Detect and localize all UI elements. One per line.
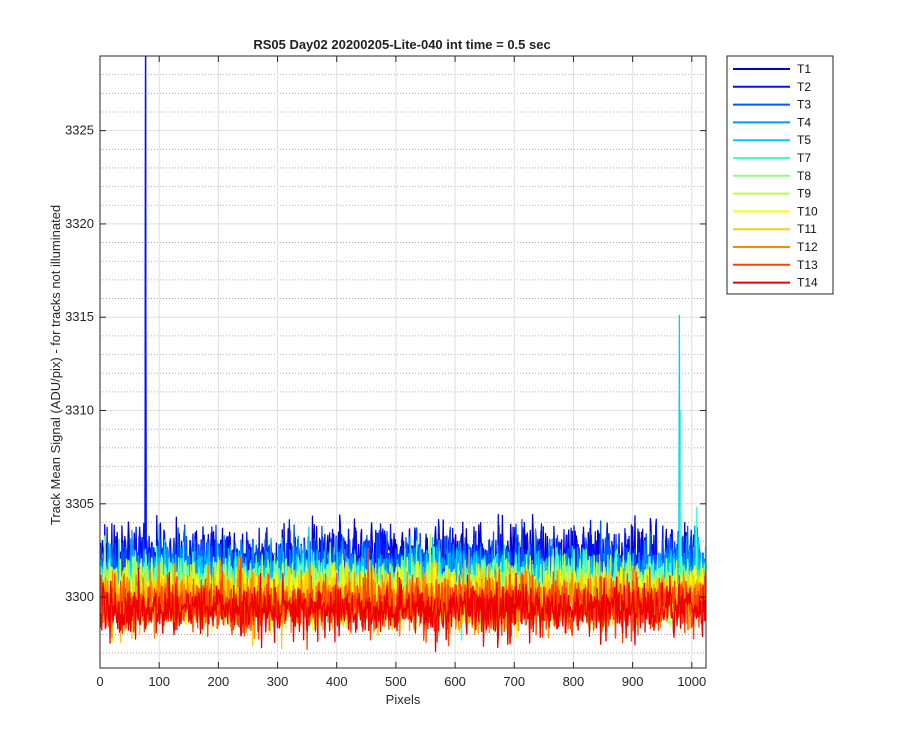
legend-label-t5: T5 bbox=[797, 133, 811, 147]
legend-label-t14: T14 bbox=[797, 276, 818, 290]
x-tick-label: 800 bbox=[563, 674, 585, 689]
y-tick-label: 3305 bbox=[65, 496, 94, 511]
series-line-t14 bbox=[100, 567, 706, 653]
legend-label-t2: T2 bbox=[797, 80, 811, 94]
plot-border bbox=[99, 55, 707, 669]
x-tick-label: 600 bbox=[444, 674, 466, 689]
x-tick-label: 500 bbox=[385, 674, 407, 689]
x-tick-label: 100 bbox=[148, 674, 170, 689]
x-tick-label: 200 bbox=[208, 674, 230, 689]
data-viewport bbox=[100, 56, 706, 653]
x-tick-label: 1000 bbox=[677, 674, 706, 689]
y-tick-label: 3310 bbox=[65, 403, 94, 418]
legend-label-t10: T10 bbox=[797, 204, 818, 218]
y-tick-label: 3320 bbox=[65, 216, 94, 231]
axis-ticks: 0 100 200 300 400 500 600 700 800 900 1000 3300 3305… bbox=[65, 56, 706, 689]
y-axis-label: Track Mean Signal (ADU/pix) - for tracks… bbox=[48, 205, 63, 525]
legend: T1 T2 T3 T4 T5 T7 T8 T9 T10 T11 T12 T13 T14 bbox=[726, 55, 834, 295]
legend-label-t1: T1 bbox=[797, 62, 811, 76]
series-lines bbox=[100, 56, 706, 653]
legend-label-t8: T8 bbox=[797, 169, 811, 183]
y-tick-label: 3300 bbox=[65, 589, 94, 604]
legend-label-t7: T7 bbox=[797, 151, 811, 165]
legend-label-t4: T4 bbox=[797, 115, 811, 129]
chart-title: RS05 Day02 20200205-Lite-040 int time = … bbox=[253, 37, 550, 52]
legend-label-t13: T13 bbox=[797, 258, 818, 272]
plot-area: 0 100 200 300 400 500 600 700 800 900 1000 3300 3305… bbox=[65, 55, 707, 689]
legend-label-t3: T3 bbox=[797, 98, 811, 112]
legend-label-t9: T9 bbox=[797, 187, 811, 201]
y-tick-label: 3325 bbox=[65, 123, 94, 138]
legend-items: T1 T2 T3 T4 T5 T7 T8 T9 T10 T11 T12 T13 T14 bbox=[733, 62, 818, 290]
y-tick-label: 3315 bbox=[65, 309, 94, 324]
x-tick-label: 0 bbox=[96, 674, 103, 689]
x-tick-label: 300 bbox=[267, 674, 289, 689]
x-tick-label: 900 bbox=[622, 674, 644, 689]
legend-label-t12: T12 bbox=[797, 240, 818, 254]
x-tick-label: 400 bbox=[326, 674, 348, 689]
legend-label-t11: T11 bbox=[797, 222, 817, 236]
x-axis-label: Pixels bbox=[386, 692, 421, 707]
x-tick-label: 700 bbox=[503, 674, 525, 689]
